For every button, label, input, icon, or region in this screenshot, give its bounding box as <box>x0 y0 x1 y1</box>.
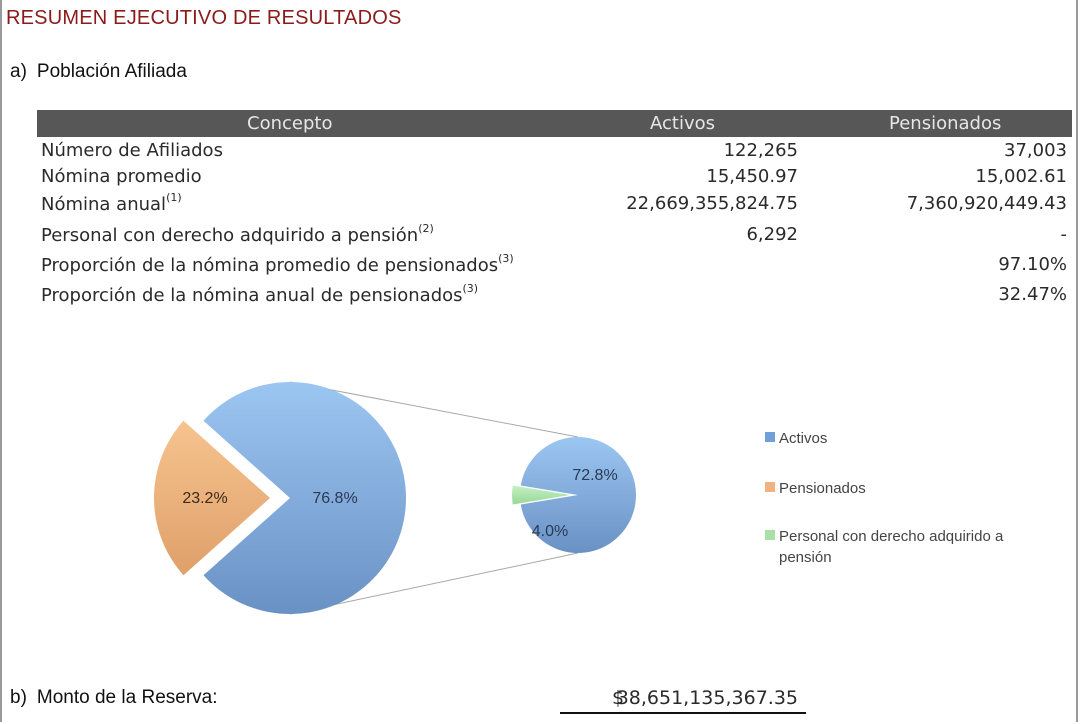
reserve-underline <box>560 712 806 714</box>
data-label-activos: 76.8% <box>312 490 357 507</box>
row-label-text: Nómina anual <box>41 194 167 215</box>
legend-swatch-activos <box>765 432 775 442</box>
connector-line-top <box>289 381 579 438</box>
footnote-marker: (2) <box>418 222 434 235</box>
pie-slice-personal <box>512 485 570 505</box>
header-concepto: Concepto <box>247 113 333 134</box>
section-a-label: Población Afiliada <box>36 61 187 82</box>
section-a-heading: a) Población Afiliada <box>10 61 187 83</box>
cell-activos: 15,450.97 <box>706 166 798 187</box>
table-row: Proporción de la nómina promedio de pens… <box>37 252 1072 284</box>
header-pensionados: Pensionados <box>889 113 1002 134</box>
row-label: Número de Afiliados <box>41 140 223 161</box>
pie-slice-pensionados <box>154 420 270 576</box>
table-row: Nómina promedio 15,450.97 15,002.61 <box>37 166 1072 193</box>
table-header: Concepto Activos Pensionados <box>37 110 1072 137</box>
cell-pensionados: 7,360,920,449.43 <box>906 193 1067 214</box>
legend-label-pensionados: Pensionados <box>779 480 866 497</box>
reserve-amount-value: 38,651,135,367.35 <box>616 687 798 709</box>
row-label-text: Nómina promedio <box>41 166 202 187</box>
data-label-activos-secondary: 72.8% <box>572 467 617 484</box>
cell-pensionados: 32.47% <box>998 284 1067 305</box>
table-row: Personal con derecho adquirido a pensión… <box>37 222 1072 254</box>
table-row: Proporción de la nómina anual de pension… <box>37 282 1072 314</box>
connector-line-bottom <box>289 552 579 615</box>
section-b-heading: b) Monto de la Reserva: <box>10 687 218 709</box>
header-activos: Activos <box>650 113 715 134</box>
section-b-label: Monto de la Reserva: <box>36 687 218 708</box>
cell-activos: 122,265 <box>723 140 798 161</box>
row-label: Proporción de la nómina promedio de pens… <box>41 252 514 276</box>
pie-slice-activos <box>203 382 406 614</box>
row-label: Personal con derecho adquirido a pensión… <box>41 222 434 246</box>
cell-pensionados: 15,002.61 <box>975 166 1067 187</box>
cell-activos: 22,669,355,824.75 <box>626 193 798 214</box>
pie-slice-activos-secondary <box>520 437 636 553</box>
reserve-currency: $ <box>612 687 625 709</box>
cell-activos: 6,292 <box>746 224 798 245</box>
legend-label-personal: Personal con derecho adquirido a pensión <box>779 528 1004 566</box>
section-b-letter: b) <box>10 687 27 708</box>
row-label: Nómina promedio <box>41 166 202 187</box>
row-label-text: Proporción de la nómina promedio de pens… <box>41 255 499 276</box>
footnote-marker: (3) <box>498 252 514 265</box>
table-row: Número de Afiliados 122,265 37,003 <box>37 140 1072 166</box>
pie-of-pie-chart: 76.8% 23.2% 72.8% 4.0% <box>154 381 636 615</box>
section-a-letter: a) <box>10 61 27 82</box>
data-label-pensionados: 23.2% <box>182 490 227 507</box>
footnote-marker: (3) <box>462 282 479 295</box>
cell-pensionados: 37,003 <box>1004 140 1067 161</box>
cell-pensionados: - <box>1060 224 1068 245</box>
row-label-text: Número de Afiliados <box>41 140 223 161</box>
row-label-text: Proporción de la nómina anual de pension… <box>41 285 463 306</box>
cell-pensionados: 97.10% <box>998 254 1067 275</box>
row-label-text: Personal con derecho adquirido a pensión <box>41 225 419 246</box>
table-row: Nómina anual(1) 22,669,355,824.75 7,360,… <box>37 191 1072 224</box>
legend-label-activos: Activos <box>779 430 828 447</box>
summary-table: Concepto Activos Pensionados Número de A… <box>37 110 1072 314</box>
legend-swatch-pensionados <box>765 482 775 492</box>
footnote-marker: (1) <box>166 191 182 204</box>
legend-swatch-personal <box>765 530 775 540</box>
document-title: RESUMEN EJECUTIVO DE RESULTADOS <box>6 7 402 29</box>
row-label: Nómina anual(1) <box>41 191 182 215</box>
row-label: Proporción de la nómina anual de pension… <box>41 282 479 306</box>
data-label-personal: 4.0% <box>532 523 568 540</box>
